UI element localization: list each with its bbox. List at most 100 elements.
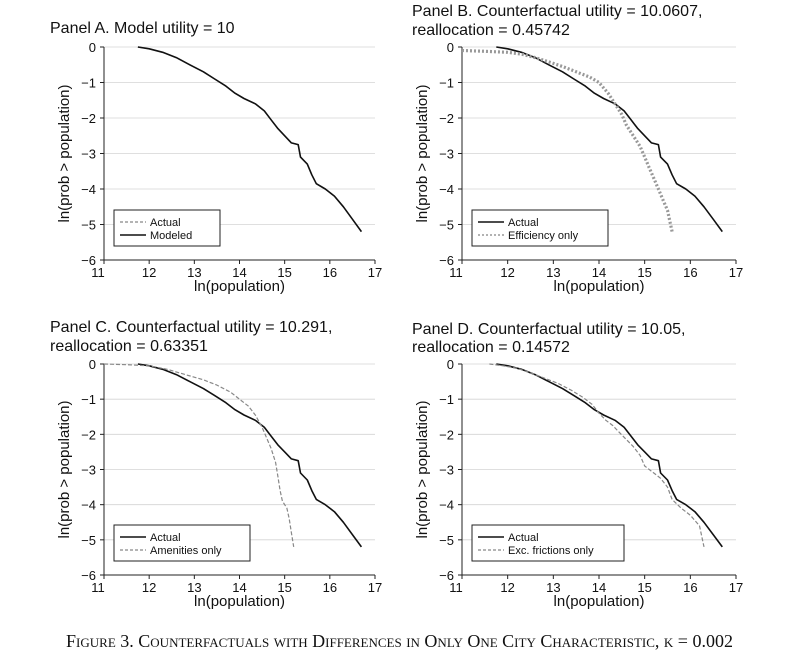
figure-canvas: Panel A. Model utility = 10 0 −1 −2 −3 −4 −5 −6… [50,3,743,610]
legend-box [113,524,251,562]
y-axis-label: ln(prob > population) [56,400,73,538]
y-tick-label: −6 [439,568,454,583]
x-tick-label: 17 [729,580,743,595]
x-tick-label: 15 [277,580,291,595]
legend-label: Actual [150,217,181,229]
y-tick-label: −2 [439,427,454,442]
legend-label: Actual [150,532,181,544]
x-tick-label: 17 [368,580,382,595]
y-tick-label: −4 [81,498,96,513]
x-tick-label: 16 [323,265,337,280]
x-tick-label: 14 [232,580,246,595]
x-tick-label: 15 [637,265,651,280]
panel-b: Panel B. Counterfactual utility = 10.060… [412,3,743,295]
panel-title: Panel B. Counterfactual utility = 10.060… [412,3,702,20]
x-tick-label: 12 [500,265,514,280]
x-tick-label: 13 [187,265,201,280]
legend-label: Exc. frictions only [508,545,594,557]
y-axis-label: ln(prob > population) [414,84,431,222]
series-line-actual [137,46,362,232]
x-axis-label: ln(population) [554,278,645,295]
legend-label: Actual [508,217,539,229]
x-tick-label: 17 [729,265,743,280]
x-tick-label: 16 [323,580,337,595]
legend-box [471,209,609,247]
x-tick-label: 13 [546,265,560,280]
y-tick-label: −1 [81,76,96,91]
legend-label: Actual [508,532,539,544]
legend-label: Amenities only [150,545,222,557]
panel-c: Panel C. Counterfactual utility = 10.291… [50,319,382,610]
legend-box [471,524,625,562]
x-tick-label: 14 [592,580,606,595]
y-tick-label: −4 [439,498,454,513]
panel-d: Panel D. Counterfactual utility = 10.05,… [412,321,743,610]
series-line-actual [137,363,363,548]
x-tick-label: 12 [142,265,156,280]
x-tick-label: 13 [546,580,560,595]
y-tick-label: −2 [81,111,96,126]
x-axis-label: ln(population) [194,278,285,295]
series-line-exc-frictions-only [489,363,705,548]
legend-box [113,209,221,247]
x-tick-label: 11 [91,265,105,280]
x-tick-label: 11 [449,580,463,595]
panel-title: Panel C. Counterfactual utility = 10.291… [50,319,332,336]
y-tick-label: 0 [89,40,96,55]
y-tick-label: 0 [447,357,454,372]
y-tick-label: −5 [81,218,96,233]
panel-a: Panel A. Model utility = 10 0 −1 −2 −3 −4 −5 −6… [50,20,382,295]
y-tick-label: −6 [81,253,96,268]
y-tick-label: −4 [81,182,96,197]
x-tick-label: 16 [683,580,697,595]
x-tick-label: 15 [637,580,651,595]
x-tick-label: 12 [142,580,156,595]
series-line-actual [496,363,723,548]
legend-label: Efficiency only [508,230,579,242]
y-tick-label: −6 [439,253,454,268]
y-tick-label: 0 [89,357,96,372]
y-tick-label: −1 [439,392,454,407]
y-tick-label: 0 [447,40,454,55]
y-tick-label: −4 [439,182,454,197]
y-tick-label: −3 [81,463,96,478]
series-line-amenities-only [103,363,295,547]
y-tick-label: −1 [81,392,96,407]
y-tick-label: −3 [439,463,454,478]
panel-subtitle: reallocation = 0.63351 [50,338,208,355]
y-tick-label: −3 [439,147,454,162]
y-tick-label: −1 [439,76,454,91]
y-axis-label: ln(prob > population) [414,400,431,538]
panel-title: Panel D. Counterfactual utility = 10.05, [412,321,686,338]
caption-text: Counterfactuals with Differences in Only… [138,631,733,651]
panel-subtitle: reallocation = 0.14572 [412,339,570,356]
x-tick-label: 16 [683,265,697,280]
y-tick-label: −2 [439,111,454,126]
y-tick-label: −5 [439,218,454,233]
series-line-modeled [137,46,363,233]
caption-prefix: Figure 3. [66,631,134,651]
x-axis-label: ln(population) [194,593,285,610]
x-tick-label: 15 [277,265,291,280]
y-tick-label: −2 [81,427,96,442]
x-tick-label: 11 [449,265,463,280]
y-tick-label: −6 [81,568,96,583]
x-tick-label: 14 [232,265,246,280]
x-tick-label: 11 [91,580,105,595]
x-tick-label: 17 [368,265,382,280]
x-tick-label: 13 [187,580,201,595]
panel-title: Panel A. Model utility = 10 [50,20,235,37]
y-axis-label: ln(prob > population) [56,84,73,222]
legend-label: Modeled [150,230,192,242]
figure-caption: Figure 3. Counterfactuals with Differenc… [0,631,799,652]
y-tick-label: −5 [81,533,96,548]
y-tick-label: −5 [439,533,454,548]
series-line-efficiency-only [461,48,674,232]
x-tick-label: 14 [592,265,606,280]
x-axis-label: ln(population) [554,593,645,610]
panel-subtitle: reallocation = 0.45742 [412,22,570,39]
